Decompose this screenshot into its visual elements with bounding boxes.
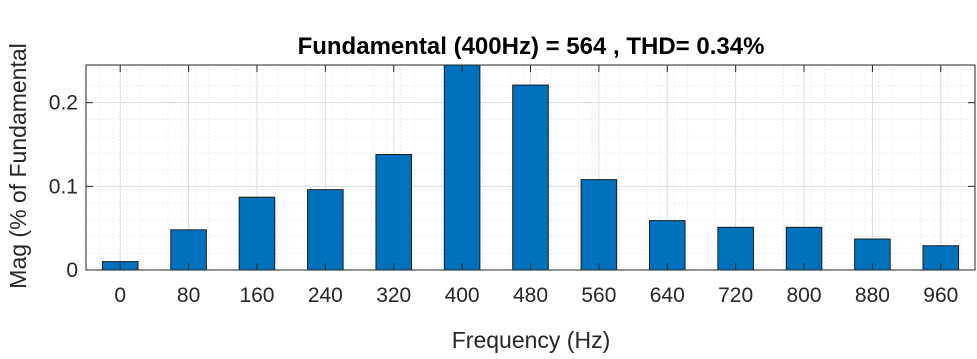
- y-tick-label: 0.2: [49, 92, 78, 115]
- x-tick-label: 800: [787, 284, 822, 307]
- x-tick-label: 560: [581, 284, 616, 307]
- x-tick-label: 80: [177, 284, 200, 307]
- bar-560hz: [580, 179, 618, 271]
- x-tick-label: 880: [855, 284, 890, 307]
- bar-480hz: [512, 84, 549, 271]
- x-tick-labels: 0 80 160 240 320 400 480 560 640 720 800 880 960: [114, 284, 958, 307]
- tick-marks: [86, 65, 975, 271]
- bar-160hz: [238, 196, 276, 271]
- bar-320hz: [375, 154, 413, 271]
- x-tick-label: 240: [308, 284, 343, 307]
- x-tick-label: 480: [513, 284, 548, 307]
- bar-800hz: [785, 226, 823, 271]
- x-tick-label: 960: [923, 284, 958, 307]
- x-tick-label: 320: [376, 284, 411, 307]
- bar-720hz: [717, 226, 754, 271]
- bar-240hz: [307, 189, 344, 271]
- x-tick-label: 0: [114, 284, 126, 307]
- x-tick-label: 400: [445, 284, 480, 307]
- y-tick-label: 0.1: [49, 175, 78, 198]
- x-tick-label: 720: [718, 284, 753, 307]
- y-tick-labels: 0 0.1 0.2: [49, 92, 78, 282]
- bar-640hz: [648, 220, 686, 271]
- y-axis-label: Mag (% of Fundamental: [5, 43, 31, 288]
- y-tick-label: 0: [66, 259, 78, 282]
- bars: [101, 64, 960, 271]
- chart-title: Fundamental (400Hz) = 564 , THD= 0.34%: [298, 33, 765, 60]
- x-tick-label: 160: [239, 284, 274, 307]
- x-tick-label: 640: [650, 284, 685, 307]
- bar-400hz: [443, 64, 481, 271]
- x-axis-label: Frequency (Hz): [452, 327, 610, 353]
